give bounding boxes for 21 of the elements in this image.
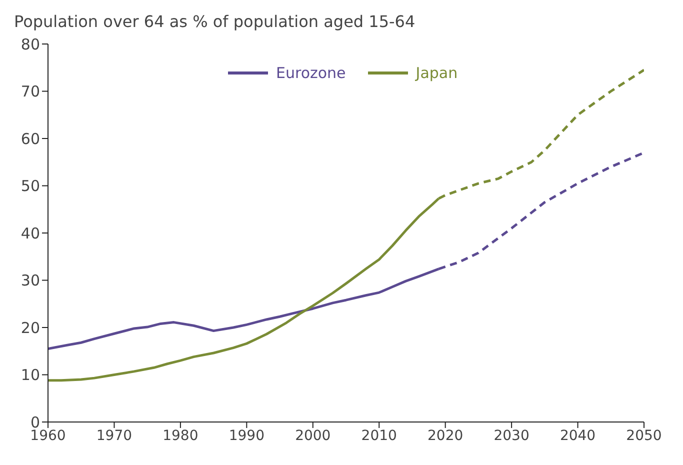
x-tick-label: 1970 bbox=[96, 428, 132, 444]
y-tick-label: 70 bbox=[20, 82, 40, 101]
x-tick-label: 2040 bbox=[560, 428, 596, 444]
x-tick-label: 2010 bbox=[361, 428, 397, 444]
y-tick-label: 50 bbox=[20, 177, 40, 196]
x-tick-label: 2030 bbox=[494, 428, 530, 444]
y-tick-label: 80 bbox=[20, 35, 40, 54]
y-tick-label: 30 bbox=[20, 272, 40, 290]
y-tick-label: 10 bbox=[20, 366, 40, 384]
y-tick-label: 40 bbox=[20, 224, 40, 242]
x-tick-label: 2020 bbox=[428, 428, 464, 444]
x-tick-label: 2050 bbox=[626, 428, 662, 444]
legend-label: Eurozone bbox=[276, 64, 346, 82]
y-tick-label: 20 bbox=[20, 318, 40, 337]
legend-label: Japan bbox=[416, 64, 458, 82]
x-tick-label: 1990 bbox=[228, 428, 264, 444]
chart-title: Population over 64 as % of population aged 15-64 bbox=[14, 12, 416, 31]
y-tick-label: 60 bbox=[20, 130, 40, 148]
x-tick-label: 2000 bbox=[295, 428, 331, 444]
x-tick-label: 1980 bbox=[162, 428, 198, 444]
x-tick-label: 1960 bbox=[30, 428, 66, 444]
